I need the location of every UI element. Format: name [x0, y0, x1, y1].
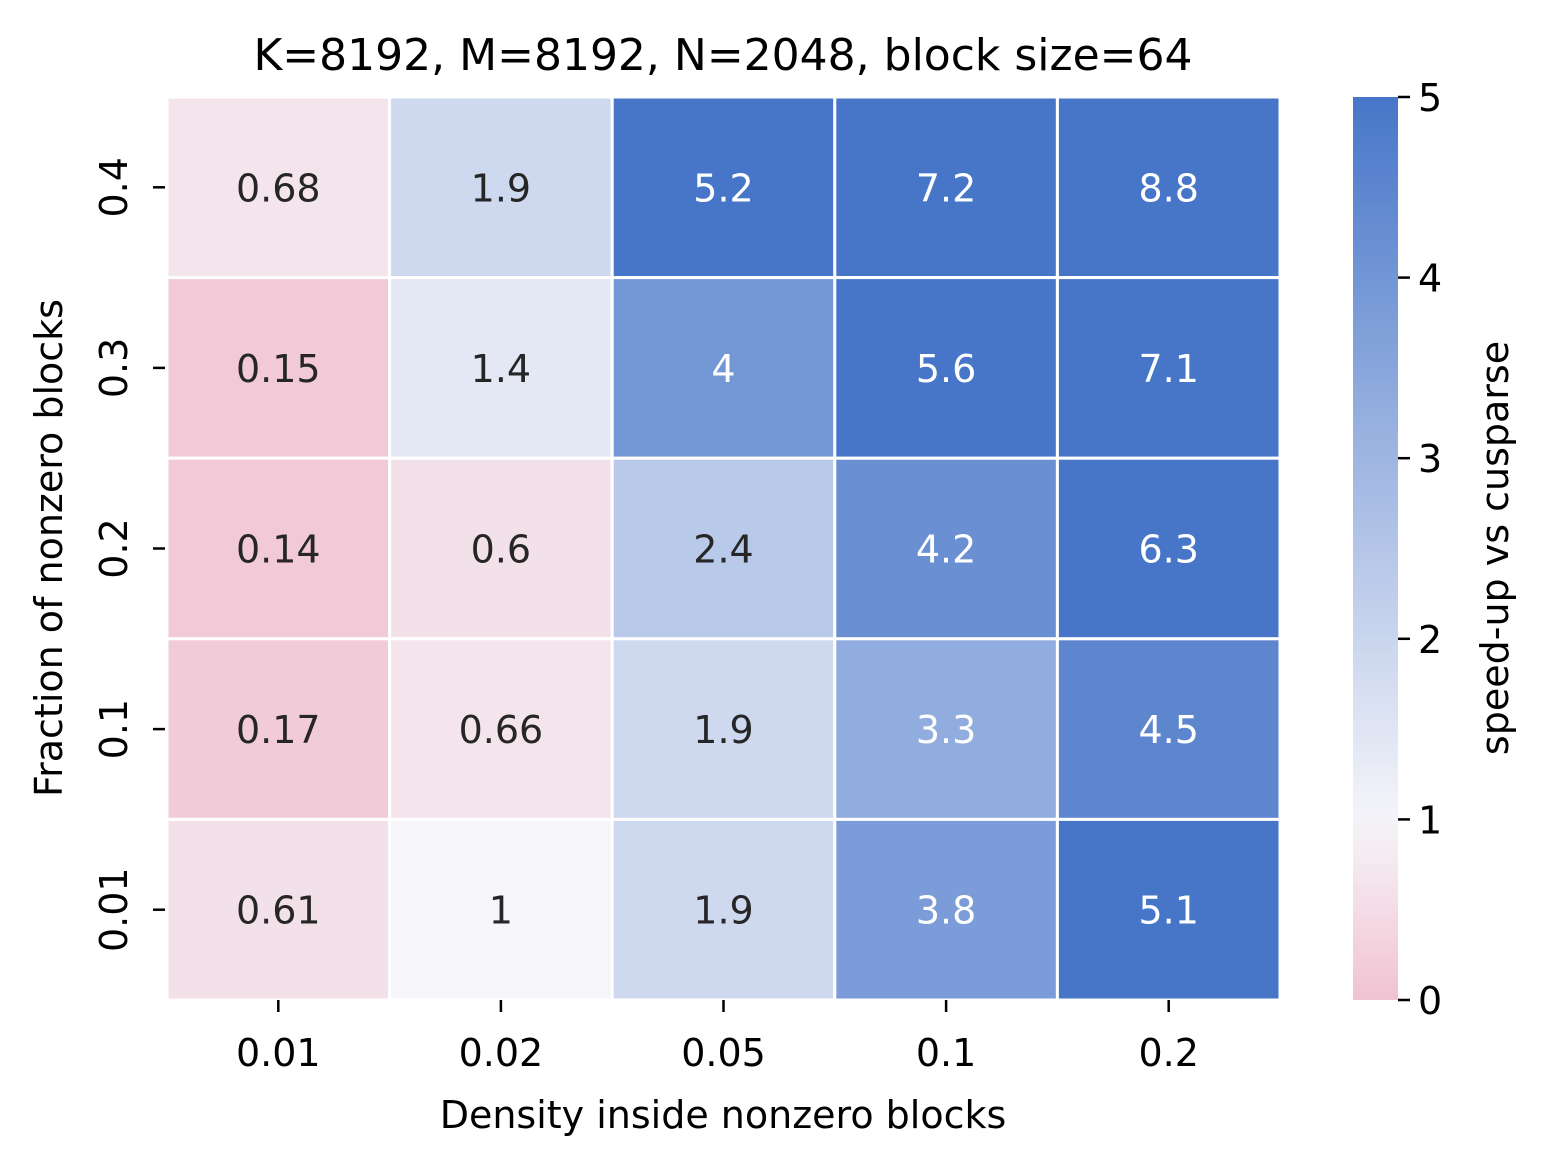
x-tick-label: 0.2: [1138, 1031, 1198, 1075]
colorbar: 0 1 2 3 4 5: [1353, 76, 1442, 1023]
cell-value-label: 6.3: [1138, 528, 1198, 572]
x-axis-label: Density inside nonzero blocks: [440, 1093, 1007, 1137]
y-axis: 0.4 0.3 0.2 0.1 0.01: [92, 157, 165, 952]
cell-value-label: 1.9: [471, 166, 531, 210]
colorbar-label: speed-up vs cusparse: [1473, 341, 1517, 755]
colorbar-tick-label: 5: [1418, 76, 1442, 120]
heatmap-cells: [165, 95, 1282, 1002]
cell-value-label: 0.61: [236, 889, 321, 933]
y-tick-label: 0.4: [92, 157, 136, 217]
cell-value-label: 0.14: [236, 528, 321, 572]
y-tick-label: 0.01: [92, 867, 136, 952]
cell-value-label: 5.2: [693, 166, 753, 210]
colorbar-tick-label: 1: [1418, 798, 1442, 842]
cell-value-label: 3.3: [916, 708, 976, 752]
heatmap-cell: [165, 817, 392, 1002]
colorbar-tick-label: 2: [1418, 618, 1442, 662]
cell-value-label: 0.68: [236, 166, 321, 210]
heatmap-cell: [388, 817, 614, 1002]
colorbar-scale: [1353, 97, 1398, 1000]
x-tick-label: 0.05: [681, 1031, 766, 1075]
colorbar-tick-label: 0: [1418, 979, 1442, 1023]
cell-value-label: 2.4: [693, 528, 753, 572]
y-axis-label: Fraction of nonzero blocks: [27, 299, 71, 797]
cell-value-label: 1: [489, 889, 513, 933]
cell-value-label: 4: [711, 347, 735, 391]
heatmap-cell: [610, 637, 837, 821]
x-tick-label: 0.1: [916, 1031, 976, 1075]
y-tick-label: 0.2: [92, 518, 136, 578]
y-tick-label: 0.3: [92, 338, 136, 398]
heatmap-cell: [610, 817, 837, 1002]
colorbar-tick-label: 3: [1418, 437, 1442, 481]
heatmap-cell: [610, 95, 837, 280]
cell-value-label: 7.1: [1138, 347, 1198, 391]
cell-value-label: 0.15: [236, 347, 321, 391]
heatmap-cell: [833, 637, 1059, 821]
cell-value-label: 1.9: [693, 889, 753, 933]
cell-annotations: 0.68 1.9 5.2 7.2 8.8 0.15 1.4 4 5.6 7.1 0.14 0.6 2.4…: [236, 166, 1199, 932]
chart-title: K=8192, M=8192, N=2048, block size=64: [253, 30, 1192, 81]
y-tick-label: 0.1: [92, 699, 136, 759]
cell-value-label: 4.5: [1138, 708, 1198, 752]
cell-value-label: 7.2: [916, 166, 976, 210]
heatmap-cell: [165, 276, 392, 460]
heatmap-cell: [388, 637, 614, 821]
x-axis: 0.01 0.02 0.05 0.1 0.2: [236, 1000, 1199, 1075]
cell-value-label: 0.6: [471, 528, 531, 572]
cell-value-label: 0.17: [236, 708, 321, 752]
heatmap-cell: [1055, 456, 1282, 641]
cell-value-label: 8.8: [1138, 166, 1198, 210]
cell-value-label: 5.6: [916, 347, 976, 391]
cell-value-label: 1.4: [471, 347, 531, 391]
cell-value-label: 4.2: [916, 528, 976, 572]
cell-value-label: 5.1: [1138, 889, 1198, 933]
heatmap-cell: [388, 95, 614, 280]
cell-value-label: 1.9: [693, 708, 753, 752]
heatmap-cell: [1055, 817, 1282, 1002]
heatmap-cell: [165, 95, 392, 280]
x-tick-label: 0.01: [236, 1031, 321, 1075]
heatmap-cell: [1055, 276, 1282, 460]
heatmap-cell: [610, 276, 837, 460]
heatmap-cell: [833, 95, 1059, 280]
heatmap-cell: [165, 637, 392, 821]
colorbar-tick-label: 4: [1418, 257, 1442, 301]
x-tick-label: 0.02: [459, 1031, 544, 1075]
heatmap-cell: [1055, 637, 1282, 821]
heatmap-cell: [833, 456, 1059, 641]
cell-value-label: 3.8: [916, 889, 976, 933]
heatmap-cell: [388, 456, 614, 641]
cell-value-label: 0.66: [459, 708, 544, 752]
